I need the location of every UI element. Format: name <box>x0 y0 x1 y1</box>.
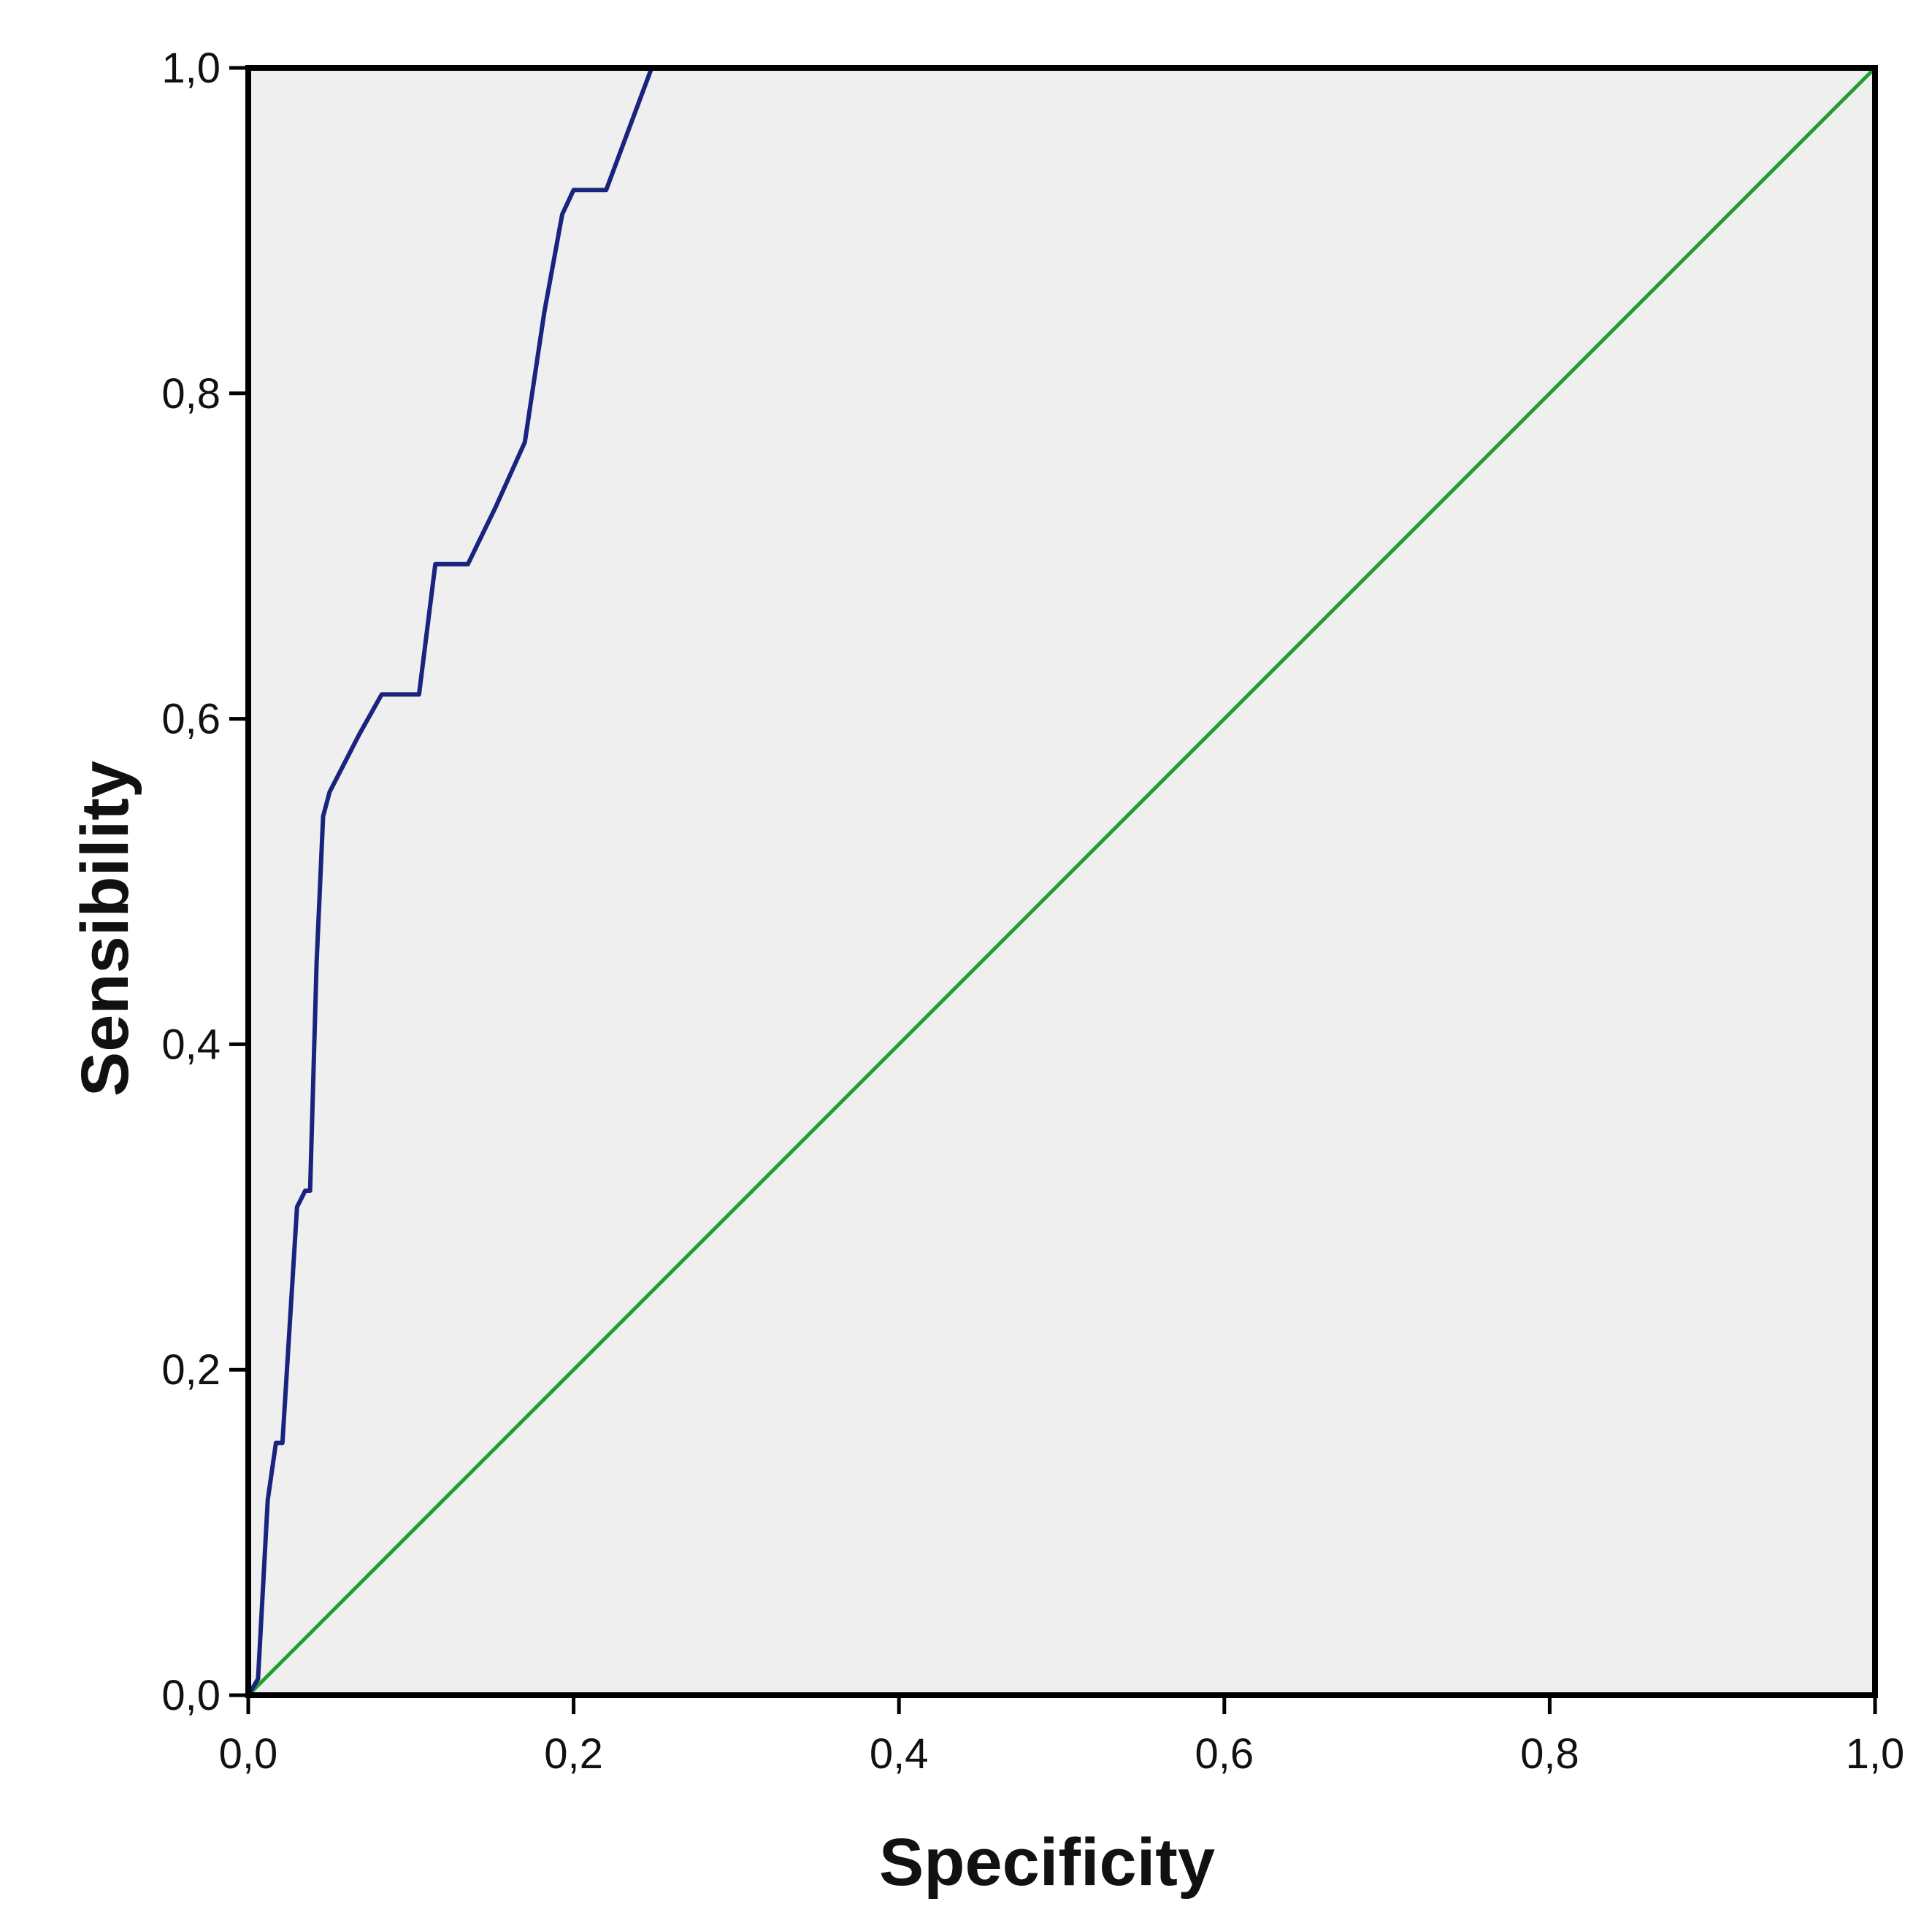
x-tick-label: 1,0 <box>1846 1730 1905 1778</box>
x-tick-label: 0,8 <box>1520 1730 1579 1778</box>
y-axis-title: Sensibility <box>68 761 142 1097</box>
y-tick-label: 0,2 <box>161 1346 221 1394</box>
x-tick-label: 0,0 <box>219 1730 278 1778</box>
x-tick-label: 0,2 <box>544 1730 603 1778</box>
x-axis-title: Specificity <box>879 1825 1215 1900</box>
series-layer <box>246 66 1877 1697</box>
x-tick-label: 0,4 <box>870 1730 929 1778</box>
y-tick-label: 1,0 <box>161 45 221 92</box>
y-axis: 0,0 0,2 0,4 0,6 0,8 1,0 <box>161 45 248 1719</box>
y-tick-label: 0,4 <box>161 1021 221 1068</box>
reference-line <box>247 66 1877 1697</box>
y-tick-label: 0,8 <box>161 370 221 418</box>
roc-curve <box>246 66 654 1697</box>
x-axis: 0,0 0,2 0,4 0,6 0,8 1,0 <box>219 1695 1905 1778</box>
y-tick-label: 0,0 <box>161 1672 221 1719</box>
y-tick-label: 0,6 <box>161 696 221 743</box>
plot-frame <box>245 65 1878 1698</box>
x-tick-label: 0,6 <box>1195 1730 1254 1778</box>
